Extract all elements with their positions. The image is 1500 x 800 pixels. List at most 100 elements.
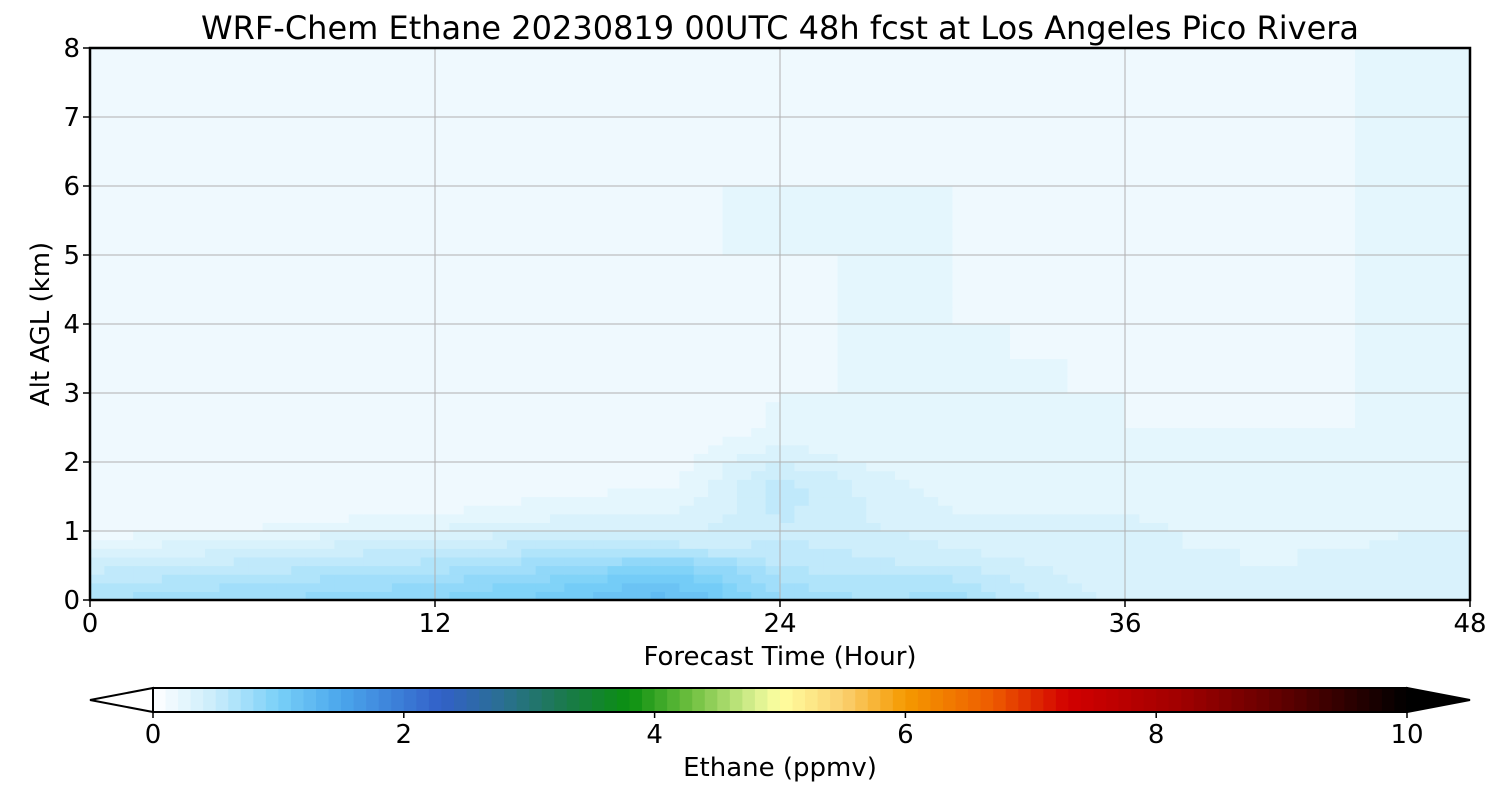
field-cell bbox=[665, 453, 680, 463]
field-cell bbox=[995, 306, 1011, 316]
field-cell bbox=[1038, 263, 1054, 273]
field-cell bbox=[90, 160, 105, 170]
field-cell bbox=[1139, 410, 1155, 420]
field-cell bbox=[1455, 462, 1470, 472]
field-cell bbox=[1441, 194, 1457, 204]
field-cell bbox=[837, 306, 853, 316]
field-cell bbox=[952, 539, 968, 549]
field-cell bbox=[636, 531, 652, 541]
field-cell bbox=[521, 324, 537, 334]
field-cell bbox=[1125, 487, 1140, 498]
field-cell bbox=[736, 229, 752, 239]
field-cell bbox=[751, 565, 767, 575]
field-cell bbox=[808, 367, 824, 377]
field-cell bbox=[1053, 444, 1069, 454]
field-cell bbox=[550, 211, 565, 222]
field-cell bbox=[1196, 255, 1212, 265]
field-cell bbox=[1455, 531, 1470, 541]
field-cell bbox=[449, 513, 465, 523]
field-cell bbox=[665, 168, 680, 178]
field-cell bbox=[607, 444, 623, 454]
field-cell bbox=[1369, 255, 1385, 265]
field-cell bbox=[578, 263, 594, 273]
field-cell bbox=[636, 168, 652, 178]
field-cell bbox=[550, 513, 565, 523]
field-cell bbox=[1441, 496, 1457, 506]
field-cell bbox=[708, 220, 724, 230]
field-cell bbox=[1426, 289, 1442, 299]
field-cell bbox=[1125, 220, 1140, 230]
field-cell bbox=[880, 349, 896, 360]
field-cell bbox=[938, 263, 954, 273]
field-cell bbox=[104, 255, 120, 265]
field-cell bbox=[478, 211, 494, 222]
field-cell bbox=[1211, 246, 1227, 256]
field-cell bbox=[564, 505, 580, 515]
field-cell bbox=[521, 574, 537, 584]
field-cell bbox=[133, 565, 149, 575]
field-cell bbox=[607, 289, 623, 299]
field-cell bbox=[650, 436, 666, 446]
field-cell bbox=[1053, 522, 1069, 532]
field-cell bbox=[693, 444, 709, 454]
field-cell bbox=[262, 151, 278, 161]
field-cell bbox=[636, 487, 652, 498]
field-cell bbox=[1024, 548, 1040, 558]
field-cell bbox=[176, 444, 192, 454]
field-cell bbox=[808, 151, 824, 161]
field-cell bbox=[938, 496, 954, 506]
field-cell bbox=[1455, 479, 1470, 489]
field-cell bbox=[837, 332, 853, 342]
field-cell bbox=[147, 255, 163, 265]
field-cell bbox=[1383, 151, 1399, 161]
field-cell bbox=[305, 306, 321, 316]
field-cell bbox=[607, 470, 623, 480]
field-cell bbox=[1340, 306, 1356, 316]
field-cell bbox=[1096, 211, 1112, 222]
field-cell bbox=[693, 358, 709, 368]
field-cell bbox=[248, 565, 264, 575]
field-cell bbox=[851, 211, 867, 222]
field-cell bbox=[1153, 298, 1169, 308]
field-cell bbox=[866, 513, 882, 523]
field-cell bbox=[492, 367, 508, 377]
field-cell bbox=[1110, 556, 1126, 567]
field-cell bbox=[621, 410, 637, 420]
field-cell bbox=[320, 453, 335, 463]
field-cell bbox=[219, 462, 235, 472]
field-cell bbox=[377, 444, 393, 454]
field-cell bbox=[291, 168, 307, 178]
field-cell bbox=[621, 548, 637, 558]
field-cell bbox=[478, 332, 494, 342]
field-cell bbox=[981, 349, 997, 360]
field-cell bbox=[420, 462, 436, 472]
field-cell bbox=[348, 410, 364, 420]
field-cell bbox=[1024, 591, 1040, 600]
field-cell bbox=[923, 410, 939, 420]
field-cell bbox=[952, 168, 968, 178]
field-cell bbox=[161, 151, 177, 161]
field-cell bbox=[1240, 306, 1255, 316]
field-cell bbox=[679, 565, 695, 575]
field-cell bbox=[1038, 367, 1054, 377]
field-cell bbox=[1340, 574, 1356, 584]
field-cell bbox=[391, 298, 407, 308]
field-cell bbox=[808, 160, 824, 170]
field-cell bbox=[665, 255, 680, 265]
field-cell bbox=[909, 453, 925, 463]
field-cell bbox=[1096, 556, 1112, 567]
field-cell bbox=[205, 453, 220, 463]
field-cell bbox=[90, 211, 105, 222]
field-cell bbox=[966, 591, 982, 600]
field-cell bbox=[1196, 186, 1212, 196]
field-cell bbox=[938, 479, 954, 489]
field-cell bbox=[708, 436, 724, 446]
field-cell bbox=[1081, 298, 1097, 308]
field-cell bbox=[1412, 418, 1428, 429]
field-cell bbox=[1211, 444, 1227, 454]
field-cell bbox=[1168, 410, 1184, 420]
field-cell bbox=[923, 574, 939, 584]
field-cell bbox=[90, 531, 105, 541]
field-cell bbox=[1297, 203, 1313, 213]
field-cell bbox=[708, 186, 724, 196]
